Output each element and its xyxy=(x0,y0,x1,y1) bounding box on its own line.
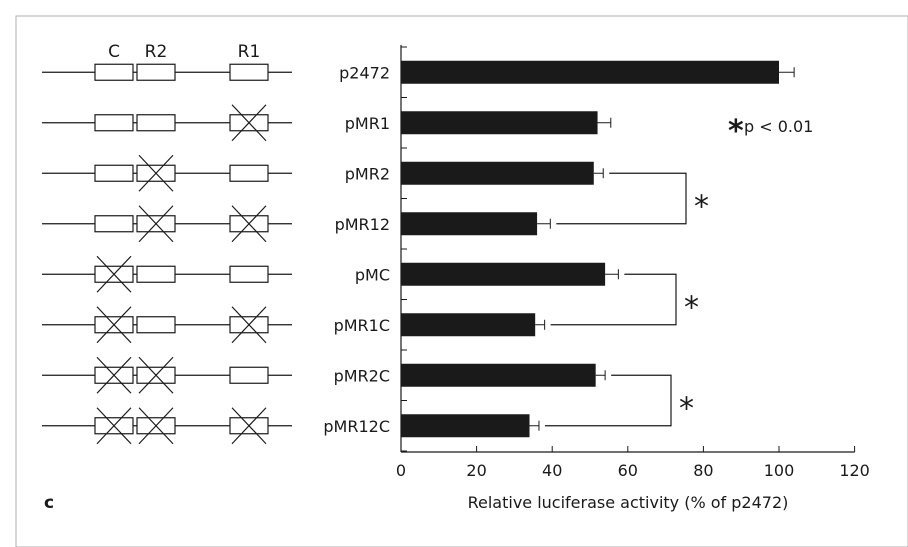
significance-bracket xyxy=(550,273,677,326)
deletion-cross xyxy=(138,407,174,445)
bar-pMR1 xyxy=(401,111,598,135)
significance-bracket xyxy=(556,172,687,225)
construct-pMR12C xyxy=(42,407,292,445)
bar-series xyxy=(401,60,779,438)
category-label-pMR12C: pMR12C xyxy=(323,417,390,436)
deletion-cross xyxy=(96,356,132,394)
deletion-cross xyxy=(138,205,174,243)
element-box-R2 xyxy=(136,63,176,81)
significance-legend: * p < 0.01 xyxy=(728,114,813,149)
deletion-cross xyxy=(231,407,267,445)
deletion-cross xyxy=(96,306,132,344)
element-box-R1 xyxy=(229,63,269,81)
significance-bracket xyxy=(544,374,672,427)
bar-p2472 xyxy=(401,60,779,84)
bar-pMR2C xyxy=(401,363,596,387)
x-tick-label: 40 xyxy=(542,461,562,480)
element-box-R2 xyxy=(136,114,176,132)
bar-pMR1C xyxy=(401,313,536,337)
construct-pMC xyxy=(42,255,292,293)
significance-brackets: * * * xyxy=(544,172,709,427)
construct-pMR2 xyxy=(42,154,292,192)
x-tick-label: 120 xyxy=(839,461,870,480)
x-axis-label: Relative luciferase activity (% of p2472… xyxy=(468,493,789,512)
bar-pMC xyxy=(401,262,606,286)
x-tick-label: 0 xyxy=(396,461,406,480)
deletion-cross xyxy=(138,356,174,394)
x-axis-ticks: 0 20 40 60 80 100 120 xyxy=(396,446,870,480)
category-label-pMC: pMC xyxy=(355,265,390,284)
element-box-R1 xyxy=(229,164,269,182)
element-box-C xyxy=(94,215,134,233)
bar-pMR12C xyxy=(401,414,530,438)
element-box-R2 xyxy=(136,316,176,334)
bar-pMR2 xyxy=(401,161,594,185)
category-labels: p2472 pMR1 pMR2 pMR12 pMC pMR1C pMR2C pMR12C xyxy=(323,63,390,436)
element-label-r1: R1 xyxy=(238,42,261,62)
deletion-cross xyxy=(96,407,132,445)
category-label-pMR1C: pMR1C xyxy=(334,316,390,335)
category-label-p2472: p2472 xyxy=(339,63,390,82)
panel-label: c xyxy=(44,493,54,513)
significance-star: * xyxy=(679,392,694,427)
element-box-C xyxy=(94,164,134,182)
element-label-c: C xyxy=(108,42,120,62)
element-box-C xyxy=(94,63,134,81)
significance-legend-symbol: * xyxy=(728,114,744,149)
bar-pMR12 xyxy=(401,212,538,236)
deletion-cross xyxy=(231,104,267,142)
construct-diagrams xyxy=(42,63,292,445)
error-bars xyxy=(529,67,795,431)
category-label-pMR2C: pMR2C xyxy=(334,366,390,385)
x-tick-label: 60 xyxy=(618,461,638,480)
significance-legend-text: p < 0.01 xyxy=(744,117,813,136)
element-box-R2 xyxy=(136,265,176,283)
construct-element-headers: C R2 R1 xyxy=(108,42,260,62)
significance-star: * xyxy=(694,190,709,225)
x-tick-label: 20 xyxy=(466,461,486,480)
construct-pMR2C xyxy=(42,356,292,394)
element-box-R1 xyxy=(229,366,269,384)
deletion-cross xyxy=(231,306,267,344)
construct-pMR12 xyxy=(42,205,292,243)
element-box-C xyxy=(94,114,134,132)
deletion-cross xyxy=(96,255,132,293)
x-tick-label: 80 xyxy=(693,461,713,480)
category-label-pMR12: pMR12 xyxy=(335,215,390,234)
deletion-cross xyxy=(138,154,174,192)
category-label-pMR1: pMR1 xyxy=(345,114,390,133)
element-box-R1 xyxy=(229,265,269,283)
construct-pMR1C xyxy=(42,306,292,344)
construct-p2472 xyxy=(42,63,292,81)
significance-star: * xyxy=(684,291,699,326)
category-label-pMR2: pMR2 xyxy=(345,164,390,183)
x-tick-label: 100 xyxy=(764,461,795,480)
element-label-r2: R2 xyxy=(145,42,168,62)
deletion-cross xyxy=(231,205,267,243)
construct-pMR1 xyxy=(42,104,292,142)
